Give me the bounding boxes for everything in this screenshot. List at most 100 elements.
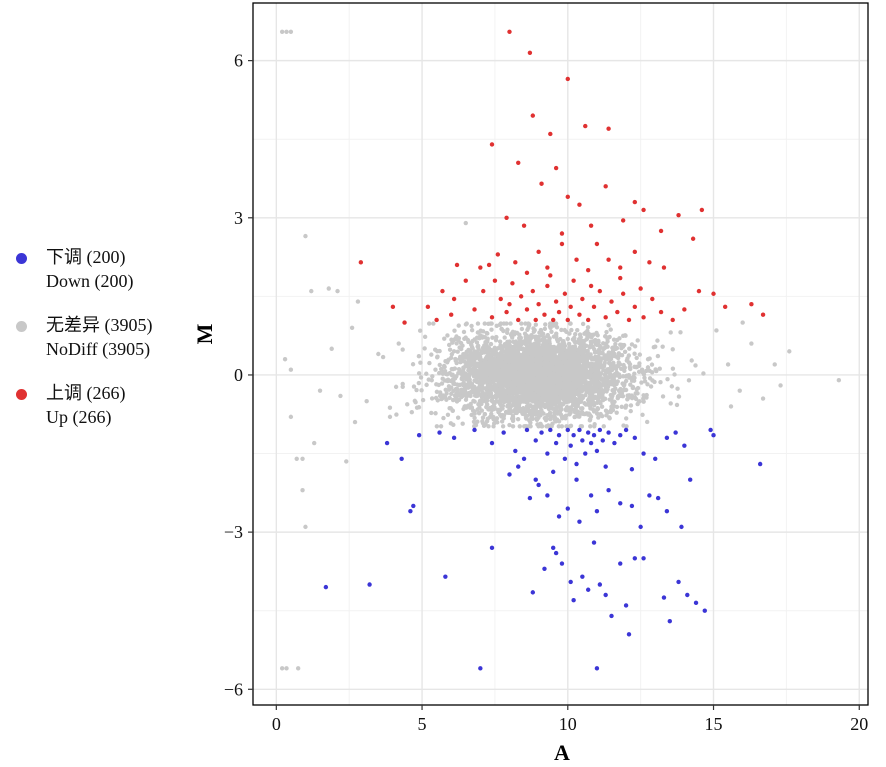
nodiff-point	[527, 385, 533, 391]
nodiff-point	[505, 388, 510, 394]
down-point	[661, 595, 667, 600]
nodiff-point	[449, 372, 454, 378]
nodiff-point	[499, 419, 505, 424]
down-point	[673, 430, 678, 435]
nodiff-point	[469, 412, 474, 418]
nodiff-point	[519, 321, 524, 326]
nodiff-point	[567, 321, 573, 326]
nodiff-point	[510, 424, 516, 429]
nodiff-point	[526, 323, 532, 328]
nodiff-point	[578, 384, 584, 389]
nodiff-point	[572, 344, 578, 349]
up-point	[658, 228, 664, 234]
nodiff-point	[640, 412, 645, 418]
down-point	[533, 438, 538, 443]
nodiff-point	[557, 353, 562, 358]
nodiff-point	[572, 409, 578, 415]
nodiff-point	[566, 368, 572, 374]
nodiff-point	[787, 349, 792, 354]
nodiff-point	[446, 342, 452, 348]
nodiff-point	[533, 380, 538, 386]
nodiff-point	[632, 371, 637, 376]
nodiff-point	[628, 403, 634, 408]
nodiff-point	[451, 377, 456, 382]
nodiff-point	[624, 358, 630, 363]
nodiff-point	[521, 360, 526, 365]
nodiff-point	[451, 338, 456, 343]
down-point	[664, 508, 670, 514]
nodiff-point	[479, 368, 484, 373]
nodiff-point	[564, 424, 569, 429]
down-point	[542, 566, 547, 571]
nodiff-point	[530, 416, 535, 421]
nodiff-point	[442, 368, 448, 374]
nodiff-point	[545, 397, 551, 403]
nodiff-point	[585, 325, 591, 330]
up-point	[451, 296, 457, 302]
nodiff-point	[559, 424, 565, 429]
nodiff-point	[760, 396, 766, 401]
nodiff-point	[441, 363, 447, 369]
nodiff-point	[608, 380, 614, 385]
up-point	[618, 275, 623, 281]
nodiff-point	[535, 422, 540, 427]
nodiff-point	[456, 338, 461, 343]
down-point	[478, 666, 483, 671]
nodiff-point	[464, 373, 469, 379]
nodiff-point	[701, 371, 706, 376]
nodiff-point	[599, 376, 605, 381]
nodiff-point	[573, 396, 578, 402]
nodiff-point	[596, 347, 602, 353]
up-point	[489, 315, 495, 320]
nodiff-point	[473, 422, 479, 428]
nodiff-point	[510, 403, 515, 408]
nodiff-point	[669, 384, 675, 389]
nodiff-point	[521, 406, 526, 411]
nodiff-point	[474, 340, 480, 345]
nodiff-point	[475, 321, 481, 326]
nodiff-point	[472, 415, 477, 421]
nodiff-point	[344, 459, 349, 464]
up-point	[711, 291, 716, 296]
up-point	[553, 299, 559, 304]
nodiff-point	[294, 456, 299, 461]
down-point	[539, 430, 544, 435]
up-point	[565, 194, 570, 200]
nodiff-point	[602, 354, 607, 360]
nodiff-point	[622, 349, 628, 354]
nodiff-point	[546, 361, 551, 366]
nodiff-point	[539, 350, 545, 355]
nodiff-point	[613, 386, 618, 391]
nodiff-point	[518, 343, 523, 349]
down-point	[623, 427, 629, 433]
nodiff-point	[604, 409, 610, 415]
nodiff-point	[584, 389, 589, 395]
down-point	[516, 464, 521, 469]
nodiff-point	[591, 332, 596, 337]
nodiff-point	[576, 354, 581, 359]
nodiff-point	[614, 410, 619, 415]
nodiff-point	[610, 354, 615, 359]
nodiff-point	[480, 419, 485, 424]
nodiff-point	[634, 355, 639, 361]
nodiff-point	[618, 386, 623, 392]
down-point	[451, 435, 457, 441]
legend-down-dot-icon	[16, 253, 27, 264]
nodiff-point	[630, 384, 636, 390]
nodiff-point	[444, 391, 449, 396]
nodiff-point	[488, 341, 494, 347]
nodiff-point	[528, 420, 533, 425]
legend-item-nodiff: 无差异 (3905) NoDiff (3905)	[14, 313, 199, 361]
nodiff-point	[678, 330, 683, 335]
nodiff-point	[519, 326, 525, 332]
nodiff-point	[463, 322, 469, 327]
nodiff-point	[635, 338, 640, 343]
up-point	[588, 223, 594, 228]
up-point	[690, 236, 696, 241]
nodiff-point	[500, 396, 506, 401]
nodiff-point	[284, 666, 289, 671]
up-point	[516, 317, 521, 323]
down-point	[688, 477, 693, 482]
nodiff-point	[629, 378, 635, 383]
up-point	[606, 126, 611, 131]
